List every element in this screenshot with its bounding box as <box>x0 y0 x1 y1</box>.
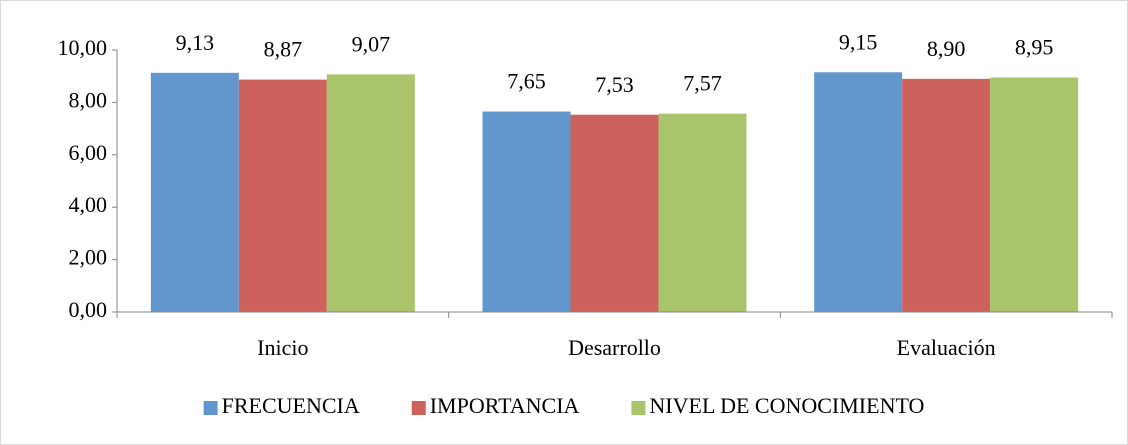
value-label: 9,15 <box>839 29 878 54</box>
legend-swatch <box>411 401 426 415</box>
value-label: 8,95 <box>1015 35 1054 60</box>
bar <box>482 111 571 312</box>
bar <box>658 113 747 312</box>
y-tick-label: 10,00 <box>58 35 108 60</box>
y-tick-label: 4,00 <box>69 192 108 217</box>
y-tick-label: 0,00 <box>69 297 108 322</box>
x-tick-label: Inicio <box>257 335 308 360</box>
legend-label: FRECUENCIA <box>222 393 360 418</box>
legend-swatch <box>631 401 646 415</box>
legend-swatch <box>203 401 218 415</box>
value-label: 9,13 <box>176 30 215 55</box>
value-label: 7,65 <box>507 69 546 94</box>
bar <box>814 72 903 313</box>
value-label: 9,07 <box>352 31 391 56</box>
y-tick-label: 6,00 <box>69 140 108 165</box>
bar <box>990 77 1079 312</box>
value-label: 7,53 <box>595 72 634 97</box>
bar <box>238 79 327 312</box>
legend-label: IMPORTANCIA <box>430 393 580 418</box>
bar <box>150 72 239 312</box>
x-tick-label: Evaluación <box>897 335 996 360</box>
value-label: 8,87 <box>264 37 303 62</box>
bar <box>570 114 659 313</box>
value-label: 8,90 <box>927 36 966 61</box>
y-tick-label: 2,00 <box>69 245 108 270</box>
bar <box>326 74 415 312</box>
value-label: 7,57 <box>683 71 722 96</box>
bar <box>902 78 991 312</box>
legend-label: NIVEL DE CONOCIMIENTO <box>649 393 924 418</box>
y-tick-label: 8,00 <box>69 87 108 112</box>
x-tick-label: Desarrollo <box>568 335 661 360</box>
